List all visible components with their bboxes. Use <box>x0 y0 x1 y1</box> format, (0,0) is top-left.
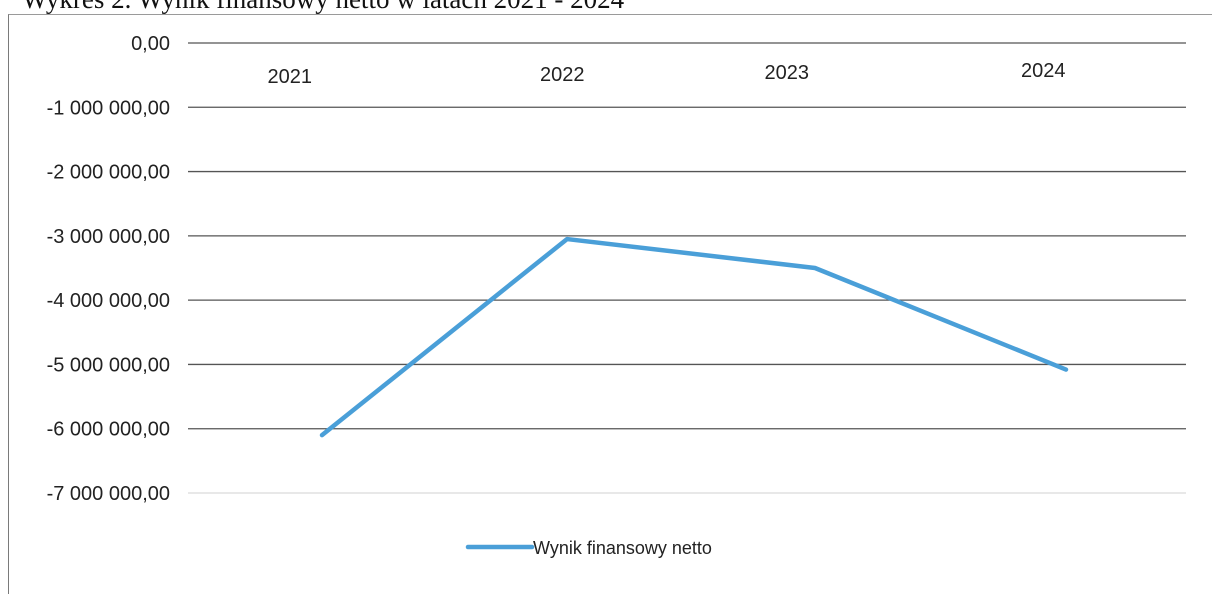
y-tick-label: -7 000 000,00 <box>47 483 170 505</box>
y-tick-label: -2 000 000,00 <box>47 162 170 184</box>
chart-frame <box>8 14 1212 594</box>
category-labels: 2021 2022 2023 2024 <box>268 60 1066 88</box>
y-tick-label: -4 000 000,00 <box>47 290 170 312</box>
x-category-label: 2022 <box>540 64 585 86</box>
y-axis-tick-labels: 0,00 -1 000 000,00 -2 000 000,00 -3 000 000… <box>47 33 170 505</box>
line-chart: 0,00 -1 000 000,00 -2 000 000,00 -3 000 000… <box>47 33 1186 558</box>
legend-label: Wynik finansowy netto <box>533 538 712 558</box>
y-tick-label: -5 000 000,00 <box>47 354 170 376</box>
x-category-label: 2024 <box>1021 60 1066 82</box>
series-lines <box>319 236 1069 438</box>
y-tick-label: -3 000 000,00 <box>47 226 170 248</box>
chart-caption: Wykres 2. Wynik finansowy netto w latach… <box>22 0 624 13</box>
x-category-label: 2021 <box>268 66 313 88</box>
y-tick-label: 0,00 <box>131 33 170 55</box>
y-tick-label: -1 000 000,00 <box>47 97 170 119</box>
series-line <box>319 236 1069 438</box>
x-category-label: 2023 <box>765 62 810 84</box>
legend: Wynik finansowy netto <box>465 538 712 558</box>
gridlines <box>188 42 1186 494</box>
y-tick-label: -6 000 000,00 <box>47 419 170 441</box>
